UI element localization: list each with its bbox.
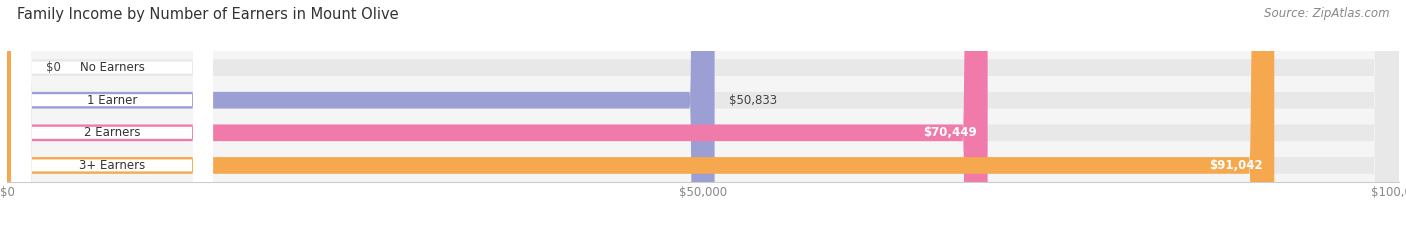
FancyBboxPatch shape xyxy=(7,0,714,233)
FancyBboxPatch shape xyxy=(7,0,987,233)
FancyBboxPatch shape xyxy=(11,0,214,233)
FancyBboxPatch shape xyxy=(11,0,214,233)
FancyBboxPatch shape xyxy=(7,0,1399,233)
FancyBboxPatch shape xyxy=(7,0,1399,233)
Text: $70,449: $70,449 xyxy=(922,126,977,139)
Text: No Earners: No Earners xyxy=(80,61,145,74)
FancyBboxPatch shape xyxy=(7,0,1274,233)
FancyBboxPatch shape xyxy=(7,0,1399,233)
Text: $0: $0 xyxy=(46,61,60,74)
Text: 2 Earners: 2 Earners xyxy=(84,126,141,139)
FancyBboxPatch shape xyxy=(7,0,1399,233)
Text: 1 Earner: 1 Earner xyxy=(87,94,138,107)
FancyBboxPatch shape xyxy=(11,0,214,233)
Text: $91,042: $91,042 xyxy=(1209,159,1263,172)
Text: $50,833: $50,833 xyxy=(728,94,776,107)
Text: Source: ZipAtlas.com: Source: ZipAtlas.com xyxy=(1264,7,1389,20)
Text: Family Income by Number of Earners in Mount Olive: Family Income by Number of Earners in Mo… xyxy=(17,7,398,22)
FancyBboxPatch shape xyxy=(11,0,214,233)
Text: 3+ Earners: 3+ Earners xyxy=(79,159,145,172)
